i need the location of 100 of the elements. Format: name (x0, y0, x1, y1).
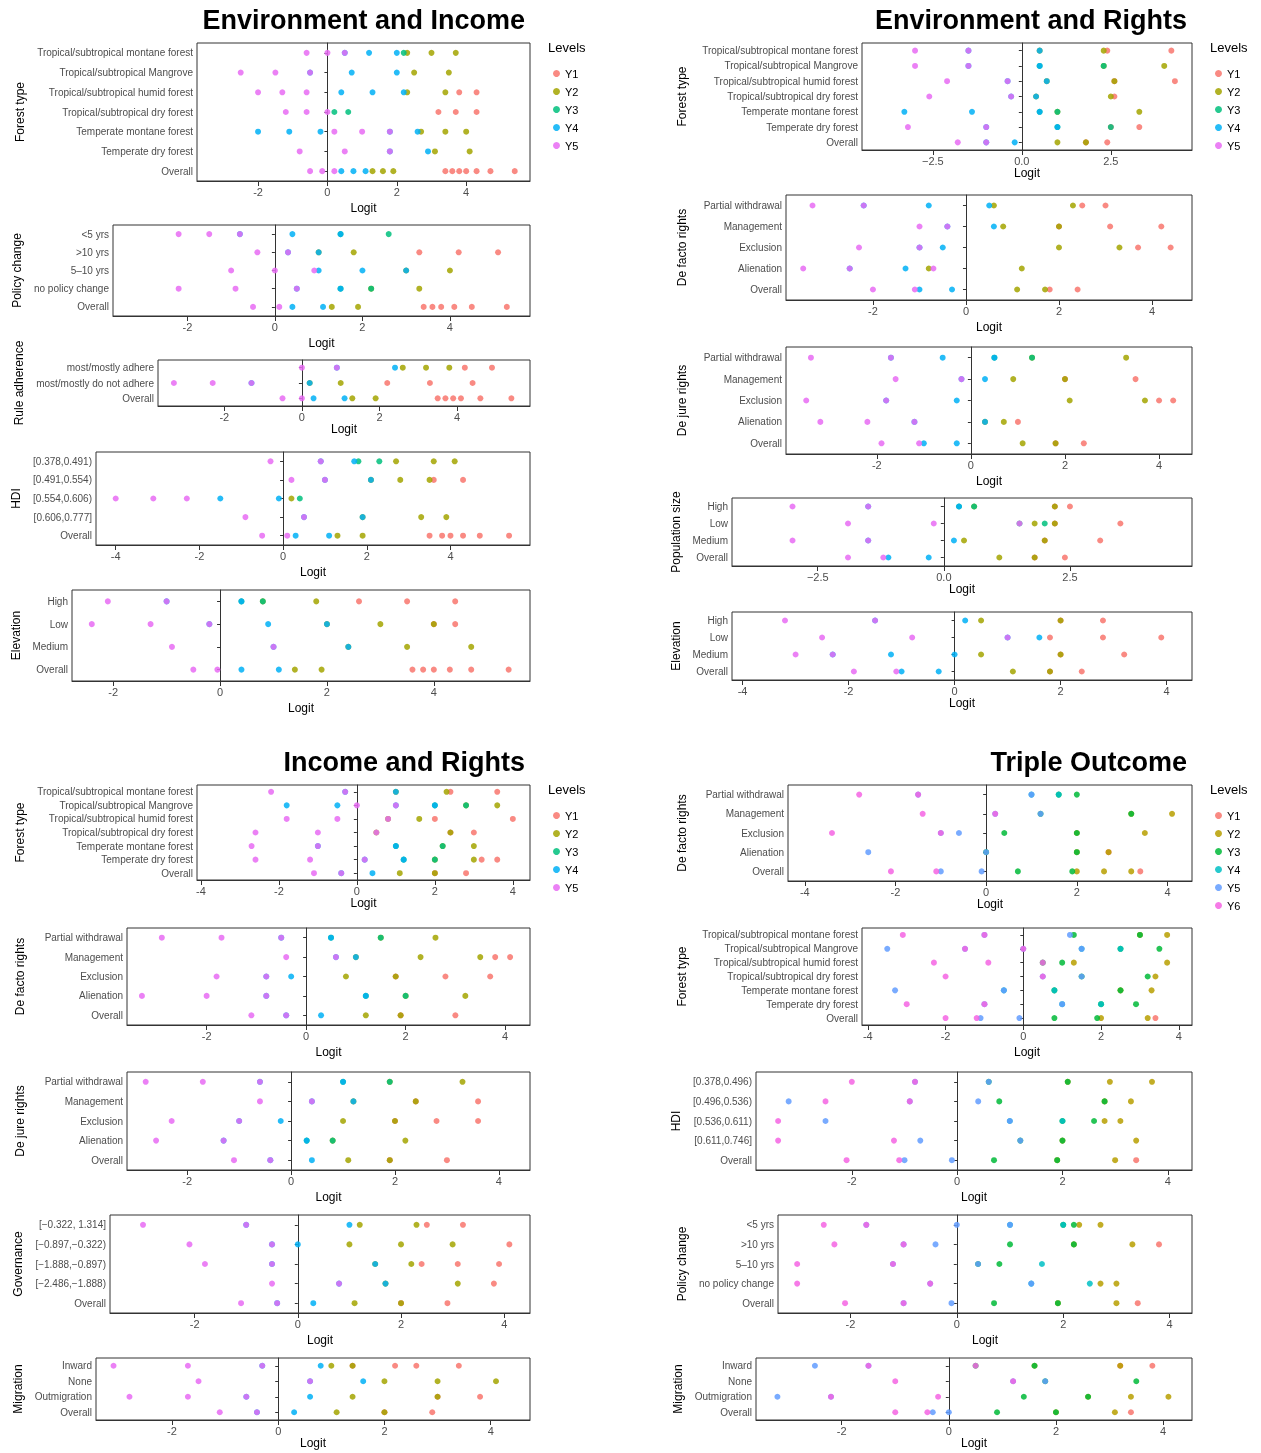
y-tick-label: [0.378,0.496) (693, 1076, 752, 1088)
y-tick-label: Temperate dry forest (101, 854, 194, 866)
y-tick-label: no policy change (33, 283, 110, 295)
legend-title: Levels (548, 40, 587, 55)
y-tick-label: [0.606,0.777] (33, 511, 93, 523)
y-tick-label: Alienation (79, 990, 123, 1002)
x-tick-label: 4 (446, 320, 453, 333)
legend-label: Y3 (1227, 103, 1241, 116)
x-tick-label: -2 (871, 458, 882, 471)
y-tick-label: Tropical/subtropical montane forest (702, 929, 859, 941)
x-tick-label: −2.5 (921, 154, 944, 167)
x-tick-label: 0 (324, 185, 331, 198)
y-axis-title: Migration (670, 1364, 685, 1414)
y-tick-label: Overall (74, 1297, 106, 1309)
x-tick-label: 0.0 (1014, 154, 1030, 167)
y-tick-label: no policy change (698, 1278, 775, 1290)
y-tick-label: High (47, 595, 68, 607)
y-tick-label: Partial withdrawal (44, 932, 123, 944)
y-tick-label: most/mostly adhere (66, 362, 155, 374)
y-tick-label: Tropical/subtropical humid forest (48, 86, 194, 98)
y-tick-label: Tropical/subtropical dry forest (727, 91, 859, 102)
x-tick-label: -4 (196, 884, 206, 897)
y-tick-label: [−1.888,−0.897) (35, 1258, 106, 1270)
x-tick-label: 0 (953, 1317, 960, 1330)
y-tick-label: Temperate dry forest (766, 998, 859, 1010)
x-tick-label: 4 (1175, 1029, 1182, 1042)
x-tick-label: 4 (502, 1029, 509, 1042)
x-tick-label: 4 (430, 685, 437, 698)
legend-label: Y4 (565, 121, 579, 134)
x-tick-label: 4 (454, 410, 461, 423)
x-tick-label: 4 (447, 549, 454, 562)
x-axis-title: Logit (315, 1189, 343, 1204)
y-tick-label: Tropical/subtropical dry forest (62, 106, 194, 118)
chart-title: Triple Outcome (990, 746, 1188, 777)
y-axis-title: HDI (669, 1110, 684, 1132)
y-tick-label: Management (725, 808, 785, 820)
x-tick-label: -4 (110, 549, 121, 562)
y-tick-label: Overall (36, 664, 68, 676)
x-tick-label: 0 (983, 885, 990, 898)
legend-label: Y2 (565, 85, 579, 98)
legend-label: Y2 (1227, 85, 1241, 98)
x-tick-label: 0.0 (936, 570, 952, 583)
y-tick-label: Tropical/subtropical humid forest (713, 75, 859, 87)
y-tick-label: Low (709, 518, 729, 529)
x-tick-label: 2 (323, 685, 330, 698)
y-tick-label: [0.378,0.491) (33, 455, 92, 467)
x-axis-title: Logit (975, 473, 1003, 488)
x-tick-label: -2 (182, 320, 193, 333)
x-tick-label: -2 (167, 1424, 177, 1437)
y-tick-label: Overall (91, 1154, 123, 1166)
x-tick-label: 4 (501, 1317, 508, 1330)
x-tick-label: 2 (1059, 1174, 1066, 1187)
legend-label: Y5 (1227, 881, 1241, 894)
x-tick-label: 0 (1020, 1029, 1027, 1042)
x-tick-label: 0 (298, 410, 305, 423)
y-tick-label: Exclusion (80, 971, 123, 982)
y-tick-label: Overall (91, 1009, 123, 1021)
legend-label: Y2 (565, 827, 579, 840)
x-axis-title: Logit (960, 1189, 988, 1204)
y-tick-label: 5–10 yrs (70, 265, 109, 276)
y-tick-label: [0.536,0.611) (693, 1115, 752, 1127)
legend-label: Y1 (1227, 809, 1241, 822)
x-tick-label: 2 (1060, 1317, 1067, 1330)
x-tick-label: 0 (954, 1174, 961, 1187)
y-tick-label: Overall (752, 865, 784, 877)
x-axis-title: Logit (350, 200, 378, 215)
y-axis-title: Elevation (668, 621, 683, 671)
x-axis-title: Logit (971, 1332, 999, 1347)
y-tick-label: Tropical/subtropical Mangrove (59, 799, 194, 811)
y-tick-label: Medium (692, 649, 728, 660)
x-tick-label: 4 (463, 185, 470, 198)
x-tick-label: -2 (940, 1029, 951, 1042)
y-tick-label: Overall (77, 301, 109, 313)
x-axis-title: Logit (330, 422, 358, 436)
y-tick-label: Tropical/subtropical montane forest (37, 47, 194, 59)
y-tick-label: Overall (742, 1297, 774, 1309)
x-tick-label: −2.5 (806, 570, 829, 583)
x-tick-label: 4 (1160, 1424, 1167, 1437)
y-axis-title: Forest type (675, 946, 689, 1007)
legend-label: Y1 (1227, 67, 1241, 80)
y-tick-label: Overall (161, 867, 193, 879)
x-axis-title: Logit (306, 1332, 334, 1347)
y-tick-label: Medium (692, 535, 728, 546)
x-tick-label: 4 (1166, 1317, 1173, 1330)
x-tick-label: 0 (271, 320, 278, 333)
legend-label: Y4 (1227, 863, 1241, 876)
y-tick-label: Tropical/subtropical humid forest (48, 813, 194, 825)
x-tick-label: -4 (737, 684, 748, 697)
y-axis-title: De jure rights (675, 364, 689, 437)
y-axis-title: Forest type (13, 802, 27, 863)
legend-label: Y6 (1227, 899, 1241, 912)
y-tick-label: Exclusion (80, 1115, 123, 1127)
x-tick-label: -2 (189, 1317, 200, 1330)
x-tick-label: -2 (108, 685, 119, 698)
y-tick-label: Management (64, 951, 124, 963)
y-tick-label: Overall (720, 1154, 752, 1166)
x-tick-label: 4 (1164, 885, 1171, 898)
legend-label: Y1 (565, 67, 579, 80)
x-tick-label: 4 (1148, 304, 1156, 317)
x-tick-label: -2 (846, 1174, 857, 1187)
